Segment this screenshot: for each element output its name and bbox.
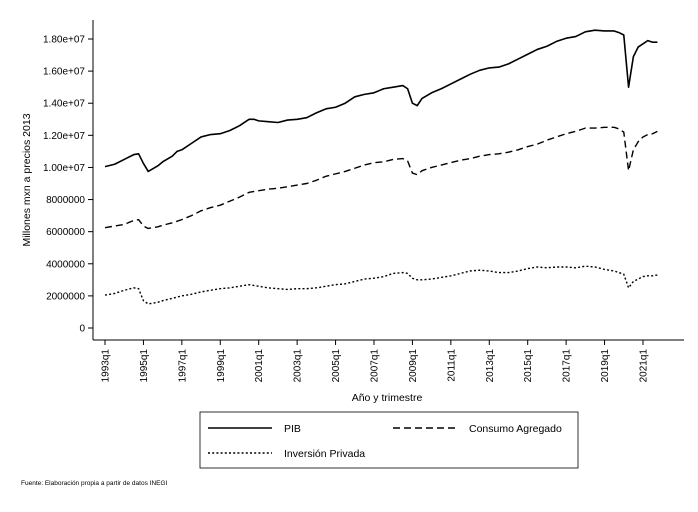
series-layer: [104, 29, 658, 305]
x-tick-label: 2021q1: [638, 349, 649, 383]
x-tick-label: 2015q1: [523, 349, 534, 383]
x-axis: 1993q1 1995q1 1997q1 1999q1 2001q1 2003q1 2005…: [93, 339, 684, 383]
x-tick-label: 2005q1: [331, 349, 342, 383]
legend-box: [199, 411, 579, 469]
x-tick-label: 1997q1: [177, 349, 188, 383]
y-tick-label: 1.60e+07: [43, 67, 85, 78]
y-tick-label: 1.40e+07: [43, 99, 85, 110]
x-tick-label: 2017q1: [562, 349, 573, 383]
y-tick-label: 2000000: [46, 291, 85, 302]
x-tick-label: 1999q1: [216, 349, 227, 383]
x-tick-label: 1993q1: [101, 349, 112, 383]
series-line-inversion-privada: [104, 265, 658, 305]
x-tick-label: 2011q1: [446, 349, 457, 382]
x-tick-label: 2019q1: [600, 349, 611, 383]
x-tick-label: 2007q1: [369, 349, 380, 383]
x-tick-label: 2013q1: [485, 349, 496, 383]
x-tick-label: 1995q1: [139, 349, 150, 383]
x-tick-label: 2003q1: [293, 349, 304, 383]
x-tick-label: 2009q1: [408, 349, 419, 383]
legend: PIB Consumo Agregado Inversión Privada: [199, 411, 579, 469]
y-tick-label: 6000000: [46, 227, 85, 238]
x-axis-title: Año y trimestre: [352, 392, 423, 404]
y-tick-label: 0: [79, 324, 85, 335]
y-tick-label: 8000000: [46, 195, 85, 206]
source-note: Fuente: Elaboración propia a partir de d…: [21, 480, 168, 487]
y-tick-label: 1.20e+07: [43, 131, 85, 142]
legend-label-pib: PIB: [284, 423, 301, 435]
y-tick-label: 1.00e+07: [43, 163, 85, 174]
y-tick-label: 4000000: [46, 259, 85, 270]
legend-label-consumo-agregado: Consumo Agregado: [469, 423, 562, 435]
x-tick-label: 2001q1: [254, 349, 265, 383]
series-line-consumo-agregado: [104, 126, 658, 230]
y-axis-title: Millones mxn a precios 2013: [21, 113, 33, 246]
y-axis: 0 2000000 4000000 6000000 8000000 1.00e+07 1.2…: [43, 20, 94, 340]
y-tick-label: 1.80e+07: [43, 35, 85, 46]
series-line-pib: [104, 29, 658, 173]
legend-label-inversion-privada: Inversión Privada: [284, 448, 365, 460]
